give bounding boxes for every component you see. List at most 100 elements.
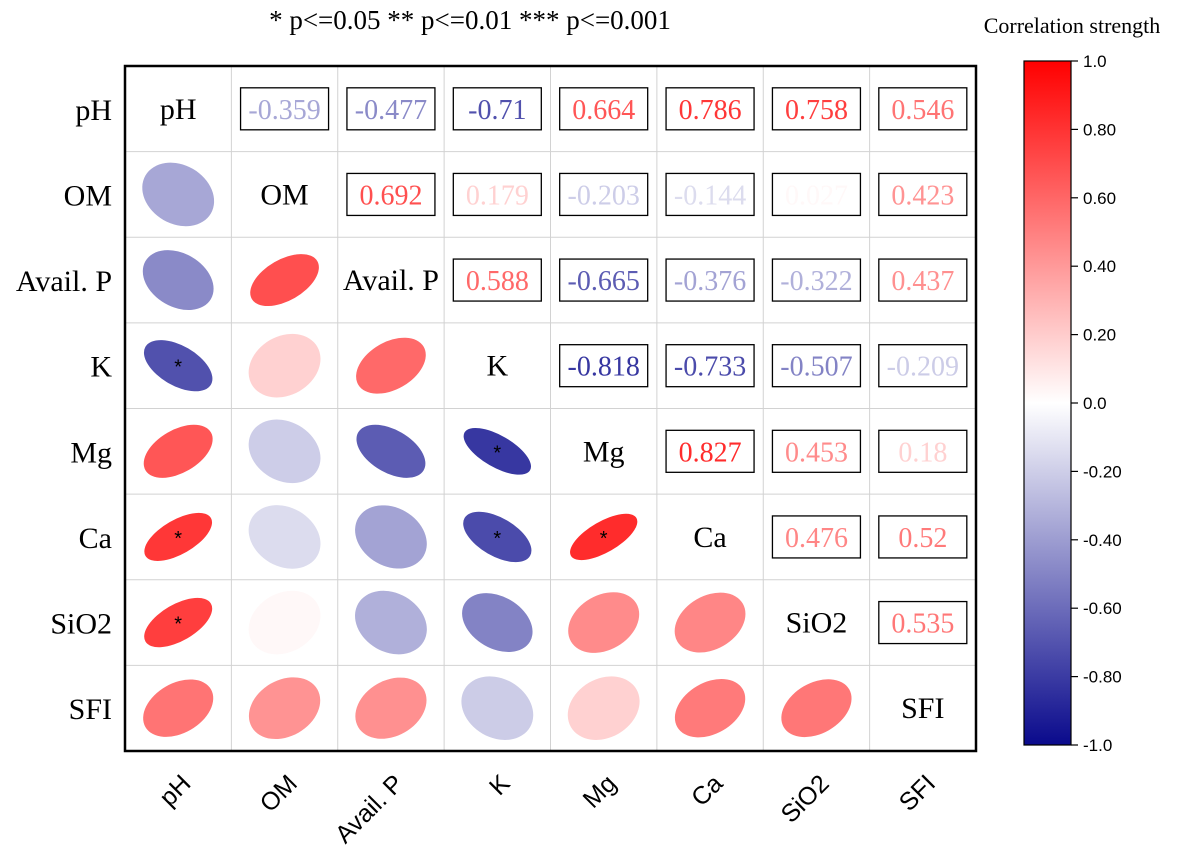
significance-mark: * — [493, 442, 501, 464]
value-box — [878, 87, 968, 131]
value-box — [771, 344, 862, 388]
row-label: Ca — [79, 522, 112, 555]
column-label: SiO2 — [776, 769, 835, 828]
value-box — [665, 172, 755, 217]
column-label: Ca — [686, 769, 728, 811]
colorbar-tick-label: 1.0 — [1083, 52, 1107, 71]
colorbar-tick-label: -1.0 — [1083, 736, 1112, 755]
correlation-ellipse — [248, 505, 321, 569]
matrix-grid — [125, 66, 976, 751]
correlation-value: -0.477 — [355, 95, 427, 126]
value-box — [878, 344, 968, 388]
row-label: Mg — [70, 436, 112, 469]
significance-legend: * p<=0.05 ** p<=0.01 *** p<=0.001 — [269, 5, 671, 35]
colorbar-tick-label: 0.80 — [1083, 120, 1116, 139]
correlation-ellipse — [674, 592, 746, 653]
value-box — [771, 515, 862, 559]
column-label: pH — [154, 769, 196, 811]
correlation-ellipse — [248, 333, 321, 398]
value-box — [665, 429, 755, 473]
colorbar-tick-label: -0.40 — [1083, 531, 1122, 550]
correlation-value: 0.52 — [898, 523, 947, 554]
colorbar — [1023, 60, 1072, 746]
correlation-value: -0.144 — [674, 180, 746, 211]
value-box — [771, 258, 862, 302]
correlation-ellipse — [143, 340, 213, 392]
correlation-ellipse — [144, 597, 213, 648]
value-box — [878, 172, 968, 217]
diagonal-label: OM — [260, 178, 308, 211]
correlation-ellipse — [248, 419, 321, 484]
correlation-value: 0.18 — [898, 437, 947, 468]
correlation-value: -0.209 — [887, 352, 959, 383]
correlation-ellipse — [143, 679, 214, 737]
row-label: OM — [64, 179, 112, 212]
value-box — [559, 87, 649, 131]
correlation-value: 0.758 — [785, 95, 848, 126]
correlation-ellipse — [355, 677, 427, 739]
correlation-value: 0.546 — [891, 95, 954, 126]
correlation-value: -0.507 — [780, 352, 852, 383]
significance-mark: * — [600, 528, 608, 550]
colorbar-tick-label: -0.80 — [1083, 668, 1122, 687]
correlation-ellipse — [462, 593, 533, 652]
colorbar-tick-label: 0.40 — [1083, 257, 1116, 276]
correlation-value: -0.359 — [248, 95, 320, 126]
correlation-value: 0.423 — [891, 180, 954, 211]
correlation-value: -0.665 — [568, 266, 640, 297]
column-label: K — [484, 769, 516, 801]
correlation-ellipse — [463, 427, 531, 475]
significance-mark: * — [174, 528, 182, 550]
column-label: Avail. P — [330, 769, 409, 848]
value-box — [878, 429, 968, 473]
significance-mark: * — [493, 528, 501, 550]
value-box — [771, 172, 862, 217]
colorbar-title: Correlation strength — [984, 13, 1161, 38]
colorbar-tick-label: 0.20 — [1083, 326, 1116, 345]
value-box — [559, 344, 649, 388]
correlation-ellipse — [356, 424, 426, 478]
correlation-ellipse — [250, 254, 319, 307]
correlation-value: 0.827 — [679, 437, 742, 468]
diagonal-label: Avail. P — [343, 264, 439, 297]
correlation-ellipse — [248, 677, 321, 740]
value-box — [239, 87, 330, 131]
correlation-ellipse — [674, 679, 746, 738]
correlation-value: -0.71 — [468, 95, 526, 126]
column-label: OM — [255, 769, 303, 817]
correlation-value: 0.664 — [572, 95, 635, 126]
correlation-ellipse — [570, 513, 638, 561]
value-box — [452, 172, 542, 217]
correlation-value: 0.476 — [785, 523, 848, 554]
value-box — [346, 87, 436, 131]
value-box — [771, 87, 862, 131]
significance-mark: * — [174, 614, 182, 636]
correlation-value: 0.027 — [785, 180, 848, 211]
correlation-ellipse — [567, 676, 640, 740]
column-label: SFI — [894, 769, 941, 816]
diagonal-label: SiO2 — [786, 607, 848, 640]
value-box — [771, 429, 862, 473]
correlation-ellipse — [248, 590, 321, 655]
row-label: SiO2 — [50, 608, 112, 641]
correlation-value: -0.733 — [674, 352, 746, 383]
value-box — [878, 600, 968, 645]
colorbar-tick-label: -0.20 — [1083, 462, 1122, 481]
correlation-ellipse — [355, 590, 427, 655]
diagonal-label: Ca — [693, 521, 726, 554]
value-box — [665, 258, 755, 302]
correlation-ellipse — [463, 511, 532, 563]
correlation-value: -0.322 — [780, 266, 852, 297]
correlation-value: -0.203 — [568, 180, 640, 211]
correlation-ellipse — [142, 250, 214, 310]
value-box — [346, 172, 436, 217]
value-box — [559, 258, 649, 302]
row-label: SFI — [69, 693, 112, 726]
value-box — [878, 515, 968, 559]
row-labels: pH OM Avail. P K Mg Ca SiO2 SFI — [16, 94, 112, 726]
colorbar-tick-label: -0.60 — [1083, 599, 1122, 618]
matrix-border — [123, 64, 978, 753]
row-label: Avail. P — [16, 265, 112, 298]
correlation-value: 0.692 — [359, 180, 422, 211]
